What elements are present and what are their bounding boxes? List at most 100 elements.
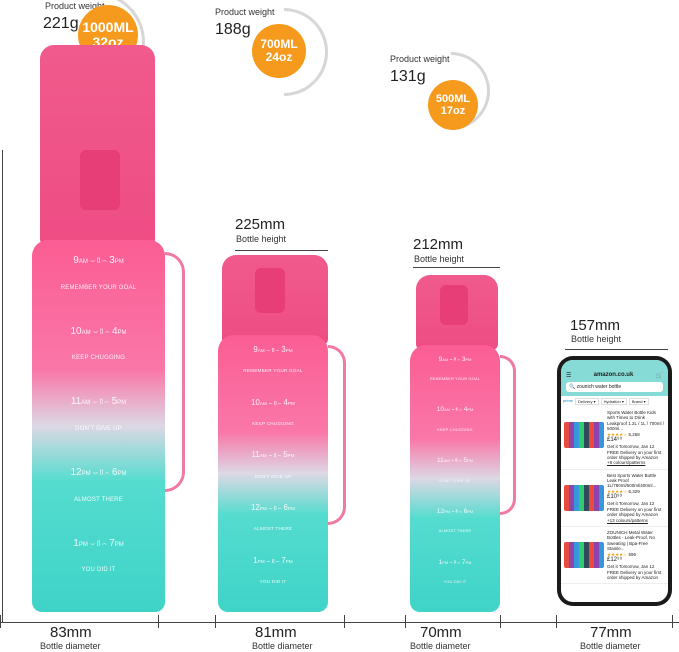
filter-chip[interactable]: prime (563, 398, 574, 403)
cart-icon[interactable]: 🛒 (655, 373, 663, 379)
time-ampm: PM (287, 400, 295, 406)
rating-stars: ★★★★☆ (607, 551, 628, 557)
time-marker: 1PM ⌣▯⌢ 7PM (438, 558, 472, 566)
search-icon: 🔍 (569, 384, 576, 390)
tick (0, 615, 1, 628)
search-input[interactable]: 🔍 zounich water bottle (566, 382, 663, 392)
time-hour: 11 (70, 396, 82, 408)
product-image (564, 422, 604, 448)
time-ampm: PM (285, 348, 293, 354)
time-hour: 12 (436, 507, 445, 515)
time-hour: 3 (461, 355, 466, 363)
time-hour: 10 (251, 397, 260, 407)
filter-chip[interactable]: Hydration ▾ (600, 398, 627, 405)
time-marker: 12PM ⌣▯⌢ 6PM (70, 466, 127, 478)
time-hour: 3 (109, 254, 115, 266)
time-hour: 1 (253, 555, 258, 565)
weight-label: Product weight (215, 7, 275, 17)
time-hour: 1 (438, 558, 443, 566)
flip-cap (440, 285, 468, 325)
tick (405, 615, 406, 628)
flip-cap (255, 268, 285, 313)
menu-icon[interactable]: ☰ (566, 373, 572, 379)
bottle-height-label: Bottle height (236, 234, 287, 244)
time-hour: 9 (253, 345, 258, 355)
search-result[interactable]: ZOUNICH Metal Water Bottles - Leak-Proof… (561, 527, 668, 585)
tick (215, 615, 216, 628)
time-ampm: PM (287, 505, 295, 511)
amazon-header: ☰ amazon.co.uk 🛒 🔍 zounich water bottle (561, 360, 668, 396)
delivery: Get it Tomorrow, Jan 12 (607, 501, 655, 507)
time-marker: 12PM ⌣▯⌢ 6PM (251, 502, 295, 512)
delivery-note: FREE Delivery on your first order shippe… (607, 569, 662, 580)
search-text: zounich water bottle (576, 384, 622, 390)
phone: ☰ amazon.co.uk 🛒 🔍 zounich water bottle … (557, 356, 672, 606)
time-ampm: PM (114, 541, 124, 548)
search-results: Sports Water Bottle Kids with Times to D… (561, 407, 668, 585)
slogan: ALMOST THERE (438, 528, 472, 534)
time-marker: 9AM ⌣▯⌢ 3PM (253, 345, 293, 355)
slogan: REMEMBER YOUR GOAL (243, 368, 303, 374)
tick (672, 615, 673, 628)
time-hour: 11 (437, 457, 444, 465)
time-ampm: PM (259, 505, 267, 511)
tick (158, 615, 159, 628)
time-ampm: PM (78, 541, 88, 548)
slogan: YOU DID IT (81, 567, 116, 574)
bottle-strap (165, 252, 185, 492)
capacity-ml: 500ML (435, 92, 471, 105)
tick (556, 615, 557, 628)
time-hour: 3 (281, 345, 286, 355)
time-ampm: AM (442, 356, 449, 362)
slogan: DON'T GIVE UP (254, 473, 292, 479)
time-hour: 4 (111, 325, 118, 337)
time-ampm: AM (81, 329, 91, 336)
time-hour: 6 (111, 466, 118, 478)
time-marker: 11AM ⌣▯⌢ 5PM (70, 396, 127, 408)
left-guide (2, 150, 3, 622)
product-image (564, 484, 604, 511)
more-colours[interactable]: +8 colours/patterns (607, 460, 646, 466)
bottle-diameter-label: Bottle diameter (410, 641, 471, 651)
product-title[interactable]: ZOUNICH Metal Water Bottles - Leak-Proof… (607, 530, 656, 552)
time-marker: 11AM ⌣▯⌢ 5PM (437, 457, 473, 465)
time-ampm: AM (443, 458, 450, 464)
bottle-diameter: 70mm (420, 624, 462, 641)
slogan: KEEP CHUGGING (252, 420, 294, 426)
time-ampm: PM (467, 458, 473, 464)
product-title[interactable]: Sports Water Bottle Kids with Times to D… (607, 410, 664, 432)
capacity-oz: 24oz (265, 50, 293, 64)
time-hour: 10 (436, 406, 445, 414)
time-ampm: PM (257, 558, 265, 564)
phone-height-line (565, 349, 668, 350)
baseline (0, 622, 679, 623)
bottle-strap (500, 355, 516, 515)
price: £14⁹⁹ (607, 436, 623, 443)
capacity-oz: 17oz (440, 105, 466, 117)
time-marker: 1PM ⌣▯⌢ 7PM (253, 555, 293, 565)
price: £10⁹⁹ (607, 494, 623, 501)
time-hour: 12 (251, 502, 260, 512)
tick (500, 615, 501, 628)
search-result[interactable]: Sports Water Bottle Kids with Times to D… (561, 407, 668, 470)
review-count: 5,268 (628, 431, 640, 437)
bottle-body: 9AM ⌣▯⌢ 3PM REMEMBER YOUR GOAL 10AM ⌣▯⌢ 4… (32, 240, 165, 612)
time-hour: 7 (281, 555, 286, 565)
phone-height: 157mm (570, 317, 621, 334)
search-result[interactable]: Best Sports Water Bottle Leak Proof 1L/7… (561, 470, 668, 528)
slogan: REMEMBER YOUR GOAL (60, 284, 137, 291)
time-hour: 7 (461, 558, 466, 566)
phone-diameter: 77mm (590, 624, 632, 641)
time-hour: 9 (73, 254, 79, 266)
time-hour: 5 (463, 457, 468, 465)
time-hour: 1 (73, 537, 79, 549)
product-title[interactable]: Best Sports Water Bottle Leak Proof 1L/7… (607, 472, 657, 489)
height-line (235, 250, 328, 251)
price: £12⁹⁹ (607, 556, 623, 563)
bottle-height: 225mm (235, 216, 286, 233)
more-colours[interactable]: +13 colours/patterns (607, 517, 648, 523)
filter-chip[interactable]: Brand ▾ (628, 398, 649, 405)
time-ampm: PM (467, 407, 474, 413)
time-ampm: PM (467, 508, 474, 514)
filter-chip[interactable]: Delivery ▾ (575, 398, 599, 405)
